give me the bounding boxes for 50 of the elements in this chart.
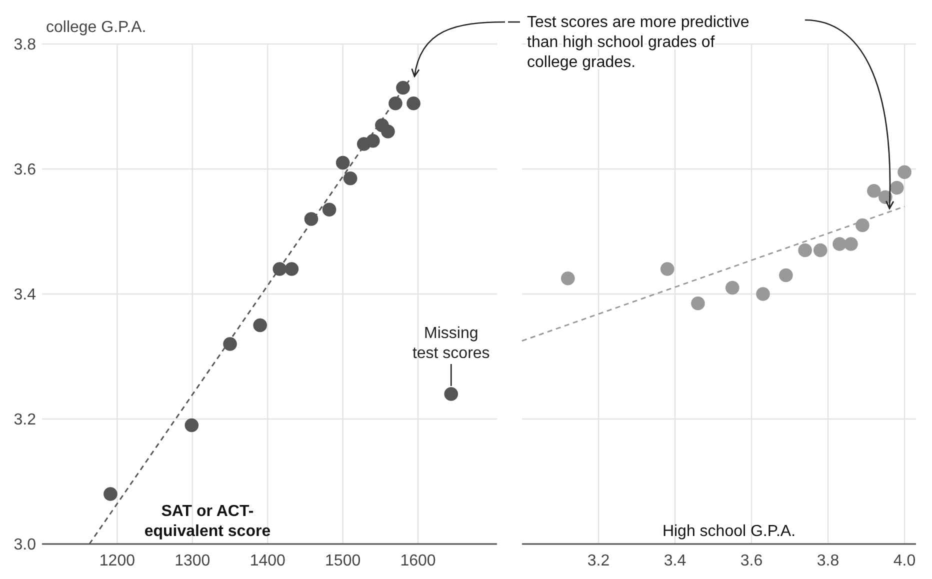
point (343, 171, 358, 186)
y-tick-label: 3.8 (14, 36, 36, 54)
x-axis-title: High school G.P.A. (662, 523, 796, 540)
point (867, 184, 881, 198)
point (272, 262, 287, 276)
x-tick-label: 3.8 (816, 552, 840, 570)
point (253, 318, 268, 332)
point (898, 165, 912, 180)
annotation: Missing test scores (412, 325, 490, 362)
point (560, 271, 575, 286)
y-tick-label: 3.0 (14, 536, 36, 554)
x-tick-label: 1200 (99, 552, 136, 570)
point (844, 237, 858, 251)
point (832, 237, 846, 251)
x-tick-label: 4.0 (893, 552, 916, 570)
point (444, 387, 458, 401)
x-tick-label: 1300 (174, 552, 210, 570)
point (779, 268, 793, 282)
point (756, 287, 770, 301)
point (304, 212, 318, 226)
point (366, 134, 380, 148)
x-tick-label: 3.2 (587, 552, 610, 570)
y-axis-title: college G.P.A. (46, 19, 146, 36)
point (104, 487, 118, 501)
point (813, 243, 828, 258)
x-tick-label: 3.4 (664, 552, 686, 570)
point (381, 124, 395, 138)
point (890, 180, 904, 195)
point (322, 202, 336, 217)
point (798, 243, 812, 258)
point (660, 262, 674, 276)
point (388, 96, 402, 110)
point (396, 80, 410, 95)
x-tick-label: 1600 (400, 552, 436, 570)
point (856, 218, 870, 232)
y-tick-label: 3.4 (14, 286, 36, 304)
y-tick-label: 3.6 (14, 162, 36, 179)
x-tick-label: 1500 (325, 552, 361, 570)
point (284, 262, 299, 276)
x-tick-label: 1400 (250, 552, 286, 570)
y-tick-label: 3.2 (14, 412, 36, 429)
point (691, 296, 705, 310)
x-tick-label: 3.6 (740, 552, 763, 570)
annotation: Test scores are more predictive than high school grades of college grades. (527, 14, 750, 71)
point (406, 96, 420, 110)
point (336, 156, 350, 170)
point (725, 280, 740, 295)
point (223, 337, 237, 351)
x-axis-title: SAT or ACT-equivalent score (144, 503, 271, 540)
point (184, 418, 199, 432)
